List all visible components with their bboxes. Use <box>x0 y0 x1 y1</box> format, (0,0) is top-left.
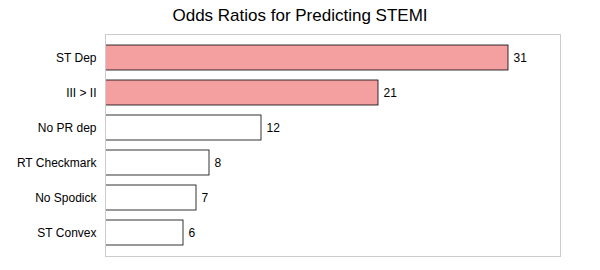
svg-text:III > II: III > II <box>66 86 96 100</box>
svg-text:ST Dep: ST Dep <box>56 51 97 65</box>
svg-text:6: 6 <box>189 226 196 240</box>
svg-text:21: 21 <box>384 86 398 100</box>
html-text:Odds Ratios for Predicting STE: Odds Ratios for Predicting STEMI <box>172 6 428 25</box>
svg-text:7: 7 <box>202 191 209 205</box>
svg-text:31: 31 <box>514 51 528 65</box>
svg-text:ST Convex: ST Convex <box>37 226 96 240</box>
svg-text:12: 12 <box>267 121 281 135</box>
svg-text:RT Checkmark: RT Checkmark <box>17 156 98 170</box>
svg-text:No Spodick: No Spodick <box>35 191 97 205</box>
svg-text:8: 8 <box>215 156 222 170</box>
svg-text:No PR dep: No PR dep <box>38 121 97 135</box>
